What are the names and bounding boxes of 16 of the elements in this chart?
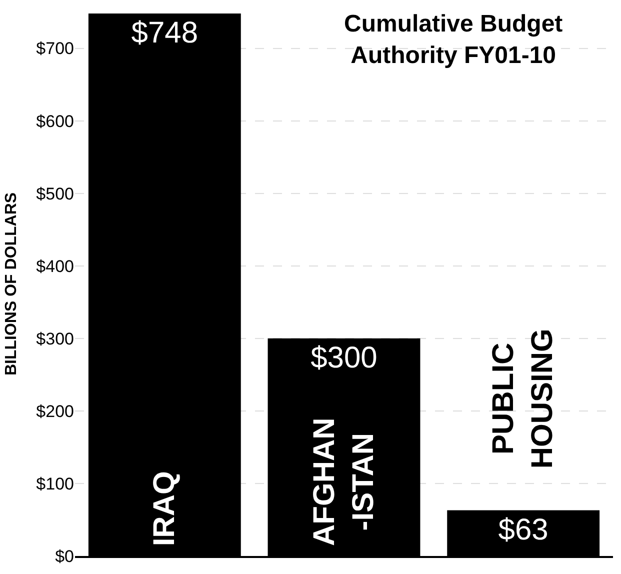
data-label: $300 xyxy=(310,341,378,374)
y-tick-label: $300 xyxy=(36,329,74,348)
y-tick-label: $100 xyxy=(36,474,74,494)
y-tick-label: $700 xyxy=(36,39,74,58)
x-tick-label: AFGHAN -ISTAN xyxy=(308,418,380,546)
y-tick-label: $0 xyxy=(55,546,74,566)
x-tick-label: IRAQ xyxy=(148,471,182,546)
y-tick-label: $200 xyxy=(36,402,74,421)
text: Cumulative Budget Authority FY01-10 xyxy=(344,10,563,69)
x-tick-label: PUBLIC HOUSING xyxy=(487,328,560,469)
data-label: $748 xyxy=(131,16,198,50)
y-tick-label: $500 xyxy=(36,184,74,204)
y-axis-title: BILLIONS OF DOLLARS xyxy=(3,192,20,376)
y-tick-label: $400 xyxy=(36,256,74,276)
data-label: $63 xyxy=(498,513,548,546)
y-tick-label: $600 xyxy=(36,112,74,131)
